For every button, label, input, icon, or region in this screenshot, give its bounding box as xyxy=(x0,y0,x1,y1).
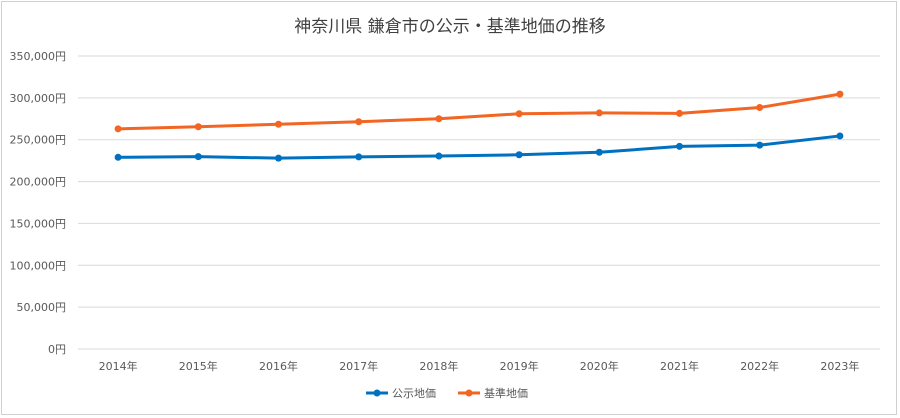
x-tick-label: 2021年 xyxy=(660,359,699,373)
legend-marker xyxy=(465,389,473,397)
data-point xyxy=(194,123,202,131)
y-tick-label: 250,000円 xyxy=(10,134,67,147)
data-point xyxy=(836,132,844,140)
data-point xyxy=(676,109,683,117)
data-point xyxy=(595,148,603,156)
x-tick-label: 2017年 xyxy=(339,359,378,373)
data-point xyxy=(515,110,523,118)
data-point xyxy=(836,90,844,98)
data-point xyxy=(756,103,764,111)
series-line xyxy=(116,134,842,160)
data-point xyxy=(355,118,363,126)
data-point xyxy=(194,153,202,161)
data-point xyxy=(676,142,683,150)
x-tick-label: 2023年 xyxy=(820,359,859,373)
x-tick-label: 2014年 xyxy=(99,359,138,373)
legend-item: 公示地価 xyxy=(366,387,436,400)
data-point xyxy=(275,120,282,128)
legend: 公示地価 基準地価 xyxy=(366,386,528,400)
data-point xyxy=(435,115,443,123)
data-point xyxy=(114,153,122,161)
y-tick-label: 300,000円 xyxy=(10,92,67,105)
x-tick-label: 2022年 xyxy=(740,359,779,373)
series-lines xyxy=(114,90,844,162)
x-tick-label: 2016年 xyxy=(259,359,298,373)
legend-label: 公示地価 xyxy=(392,387,436,400)
data-point xyxy=(515,151,523,159)
data-point xyxy=(355,153,363,161)
series-line xyxy=(116,92,842,131)
data-point xyxy=(756,141,764,149)
y-axis-tick-labels: 0円 50,000円 100,000円 150,000円 200,000円 250,000… xyxy=(10,50,67,356)
series-1 xyxy=(114,132,844,162)
legend-label: 基準地価 xyxy=(484,386,528,400)
y-tick-label: 200,000円 xyxy=(10,176,67,189)
y-tick-label: 50,000円 xyxy=(17,301,67,314)
legend-item: 基準地価 xyxy=(458,386,528,400)
data-point xyxy=(114,125,122,133)
data-point xyxy=(595,109,603,117)
y-tick-label: 350,000円 xyxy=(10,50,67,63)
data-point xyxy=(275,154,282,162)
y-tick-label: 0円 xyxy=(48,343,66,356)
data-point xyxy=(435,152,443,160)
x-tick-label: 2019年 xyxy=(500,359,539,373)
x-tick-label: 2018年 xyxy=(419,359,458,373)
gridlines xyxy=(78,55,880,350)
x-tick-label: 2015年 xyxy=(179,359,218,373)
series-2 xyxy=(114,90,844,133)
legend-marker xyxy=(373,389,381,397)
x-axis-tick-labels: 2014年 2015年 2016年 2017年 2018年 2019年 2020年 2021年… xyxy=(99,359,860,373)
x-tick-label: 2020年 xyxy=(580,359,619,373)
y-tick-label: 150,000円 xyxy=(10,217,67,230)
chart-title: 神奈川県 鎌倉市の公示・基準地価の推移 xyxy=(294,17,605,37)
y-tick-label: 100,000円 xyxy=(10,259,67,272)
